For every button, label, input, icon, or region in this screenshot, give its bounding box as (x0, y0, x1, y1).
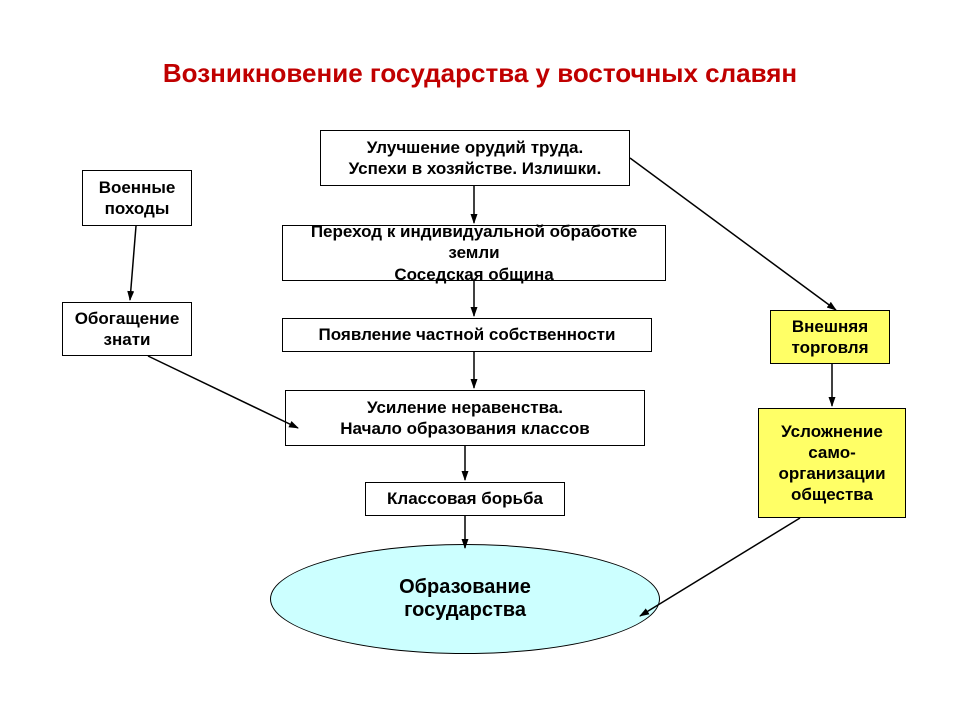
node-label: Усиление неравенства. Начало образования… (340, 397, 589, 440)
node-label: Улучшение орудий труда. Успехи в хозяйст… (349, 137, 602, 180)
node-label: Военные походы (99, 177, 176, 220)
node-self-organization: Усложнение само- организации общества (758, 408, 906, 518)
node-label: Образование государства (399, 576, 531, 622)
node-tools-improvement: Улучшение орудий труда. Успехи в хозяйст… (320, 130, 630, 186)
node-label: Внешняя торговля (791, 316, 868, 359)
node-foreign-trade: Внешняя торговля (770, 310, 890, 364)
node-private-property: Появление частной собственности (282, 318, 652, 352)
node-inequality: Усиление неравенства. Начало образования… (285, 390, 645, 446)
node-nobility-enrichment: Обогащение знати (62, 302, 192, 356)
node-label: Классовая борьба (387, 488, 543, 509)
node-label: Появление частной собственности (319, 324, 616, 345)
diagram-title: Возникновение государства у восточных сл… (80, 58, 880, 89)
node-label: Усложнение само- организации общества (778, 421, 885, 506)
node-individual-farming: Переход к индивидуальной обработке земли… (282, 225, 666, 281)
node-label: Обогащение знати (75, 308, 180, 351)
node-label: Переход к индивидуальной обработке земли… (289, 221, 659, 285)
node-class-struggle: Классовая борьба (365, 482, 565, 516)
diagram-canvas: Возникновение государства у восточных сл… (0, 0, 960, 720)
node-military-campaigns: Военные походы (82, 170, 192, 226)
node-state-formation: Образование государства (270, 544, 660, 654)
